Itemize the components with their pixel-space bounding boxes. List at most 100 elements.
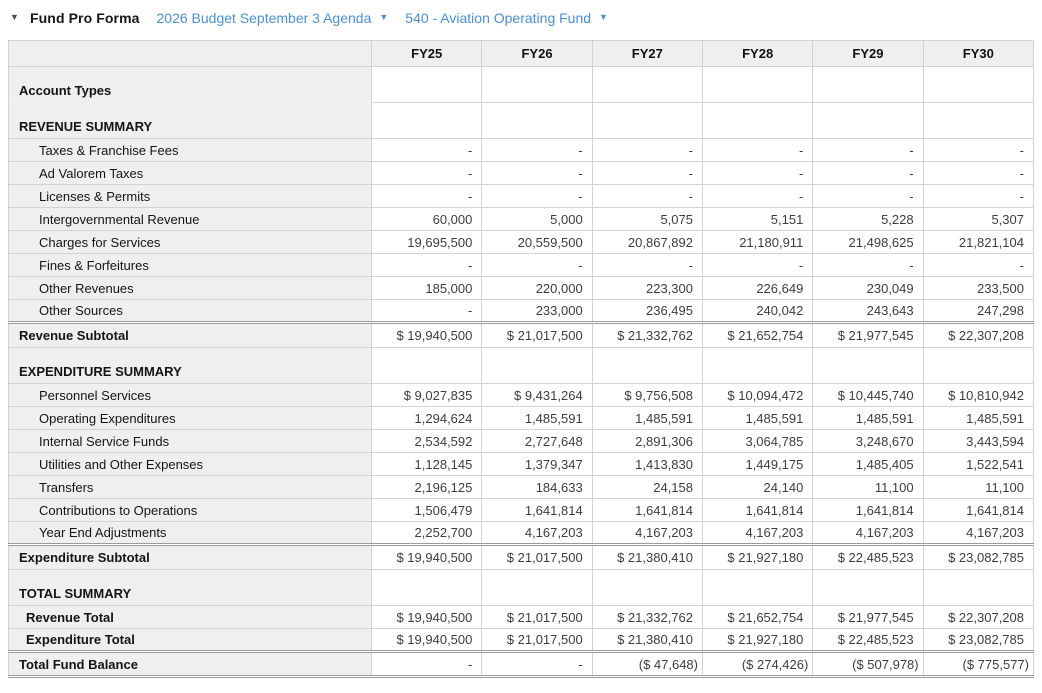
cell-fy25: -: [371, 253, 483, 277]
cell-fy26: [481, 569, 593, 606]
table-row: Year End Adjustments 2,252,700 4,167,203 4,…: [7, 521, 1035, 545]
cell-fy29: [812, 66, 924, 103]
row-label: Utilities and Other Expenses: [7, 452, 373, 476]
cell-fy29: -: [812, 253, 924, 277]
budget-dropdown-icon[interactable]: ▼: [379, 12, 389, 22]
cell-fy25: 185,000: [371, 276, 483, 300]
cell-fy29: $ 21,977,545: [812, 321, 924, 348]
cell-fy26: -: [481, 650, 593, 678]
cell-fy27: ($ 47,648): [591, 650, 704, 678]
cell-fy27: [591, 102, 704, 139]
cell-fy30: 1,522,541: [922, 452, 1035, 476]
table-row: Total Fund Balance - - ($ 47,648) ($ 274,426…: [7, 650, 1035, 678]
cell-fy29: $ 10,445,740: [812, 383, 924, 407]
table-row: Licenses & Permits - - - - - -: [7, 184, 1035, 208]
table-row: EXPENDITURE SUMMARY: [7, 347, 1035, 384]
cell-fy30: 247,298: [922, 299, 1035, 323]
row-label: Other Revenues: [7, 276, 373, 300]
cell-fy28: [701, 347, 814, 384]
cell-fy26: $ 21,017,500: [481, 605, 593, 629]
column-header-fy27: FY27: [591, 40, 704, 67]
table-row: Charges for Services 19,695,500 20,559,500…: [7, 230, 1035, 254]
report-header-bar: ▼ Fund Pro Forma 2026 Budget September 3…: [0, 0, 1042, 28]
cell-fy25: $ 9,027,835: [371, 383, 483, 407]
cell-fy30: $ 23,082,785: [922, 543, 1035, 570]
cell-fy25: $ 19,940,500: [371, 628, 483, 652]
cell-fy25: -: [371, 138, 483, 162]
fund-selector-link[interactable]: 540 - Aviation Operating Fund: [405, 10, 592, 26]
cell-fy27: [591, 347, 704, 384]
cell-fy29: ($ 507,978): [812, 650, 924, 678]
cell-fy27: 236,495: [591, 299, 704, 323]
table-row: Operating Expenditures 1,294,624 1,485,591…: [7, 406, 1035, 430]
cell-fy29: [812, 347, 924, 384]
cell-fy25: [371, 66, 483, 103]
cell-fy27: 24,158: [591, 475, 704, 499]
cell-fy25: -: [371, 161, 483, 185]
row-label: Revenue Subtotal: [7, 321, 373, 348]
cell-fy26: -: [481, 138, 593, 162]
row-label: Charges for Services: [7, 230, 373, 254]
cell-fy27: $ 9,756,508: [591, 383, 704, 407]
cell-fy27: 20,867,892: [591, 230, 704, 254]
cell-fy27: 5,075: [591, 207, 704, 231]
row-label: Revenue Total: [7, 605, 373, 629]
cell-fy25: 2,252,700: [371, 521, 483, 545]
cell-fy26: -: [481, 253, 593, 277]
cell-fy28: 4,167,203: [701, 521, 814, 545]
cell-fy28: -: [701, 253, 814, 277]
row-label: Intergovernmental Revenue: [7, 207, 373, 231]
cell-fy25: [371, 569, 483, 606]
table-row: TOTAL SUMMARY: [7, 569, 1035, 606]
cell-fy27: -: [591, 161, 704, 185]
cell-fy26: [481, 66, 593, 103]
cell-fy29: [812, 102, 924, 139]
cell-fy30: $ 10,810,942: [922, 383, 1035, 407]
cell-fy25: 19,695,500: [371, 230, 483, 254]
cell-fy25: -: [371, 184, 483, 208]
cell-fy29: 3,248,670: [812, 429, 924, 453]
cell-fy26: 1,379,347: [481, 452, 593, 476]
cell-fy28: $ 10,094,472: [701, 383, 814, 407]
cell-fy30: 1,641,814: [922, 498, 1035, 522]
table-row: Expenditure Subtotal $ 19,940,500 $ 21,017…: [7, 543, 1035, 570]
cell-fy26: 233,000: [481, 299, 593, 323]
table-row: Intergovernmental Revenue 60,000 5,000 5,07…: [7, 207, 1035, 231]
column-header-row: FY25 FY26 FY27 FY28 FY29 FY30: [7, 40, 1035, 67]
table-row: Transfers 2,196,125 184,633 24,158 24,140 11,…: [7, 475, 1035, 499]
cell-fy30: $ 23,082,785: [922, 628, 1035, 652]
column-header-fy30: FY30: [922, 40, 1035, 67]
cell-fy28: -: [701, 184, 814, 208]
report-title: Fund Pro Forma: [30, 10, 140, 26]
table-row: Fines & Forfeitures - - - - - -: [7, 253, 1035, 277]
column-header-fy29: FY29: [812, 40, 924, 67]
cell-fy27: -: [591, 184, 704, 208]
cell-fy27: 223,300: [591, 276, 704, 300]
table-row: Utilities and Other Expenses 1,128,145 1,3…: [7, 452, 1035, 476]
table-row: Taxes & Franchise Fees - - - - - -: [7, 138, 1035, 162]
cell-fy29: -: [812, 184, 924, 208]
cell-fy26: 20,559,500: [481, 230, 593, 254]
row-label: EXPENDITURE SUMMARY: [7, 347, 373, 384]
cell-fy27: [591, 66, 704, 103]
cell-fy25: $ 19,940,500: [371, 543, 483, 570]
row-label: Contributions to Operations: [7, 498, 373, 522]
column-header-fy25: FY25: [371, 40, 483, 67]
cell-fy25: $ 19,940,500: [371, 321, 483, 348]
cell-fy30: -: [922, 253, 1035, 277]
cell-fy26: [481, 102, 593, 139]
cell-fy28: 226,649: [701, 276, 814, 300]
cell-fy29: $ 22,485,523: [812, 628, 924, 652]
cell-fy30: -: [922, 184, 1035, 208]
cell-fy26: 1,485,591: [481, 406, 593, 430]
row-label: Taxes & Franchise Fees: [7, 138, 373, 162]
cell-fy27: [591, 569, 704, 606]
cell-fy30: [922, 569, 1035, 606]
collapse-section-icon[interactable]: ▼: [10, 12, 19, 22]
fund-dropdown-icon[interactable]: ▼: [599, 12, 608, 22]
cell-fy28: $ 21,652,754: [701, 321, 814, 348]
cell-fy28: 240,042: [701, 299, 814, 323]
row-label: Transfers: [7, 475, 373, 499]
budget-selector-link[interactable]: 2026 Budget September 3 Agenda: [156, 10, 372, 26]
row-label: Total Fund Balance: [7, 650, 373, 678]
